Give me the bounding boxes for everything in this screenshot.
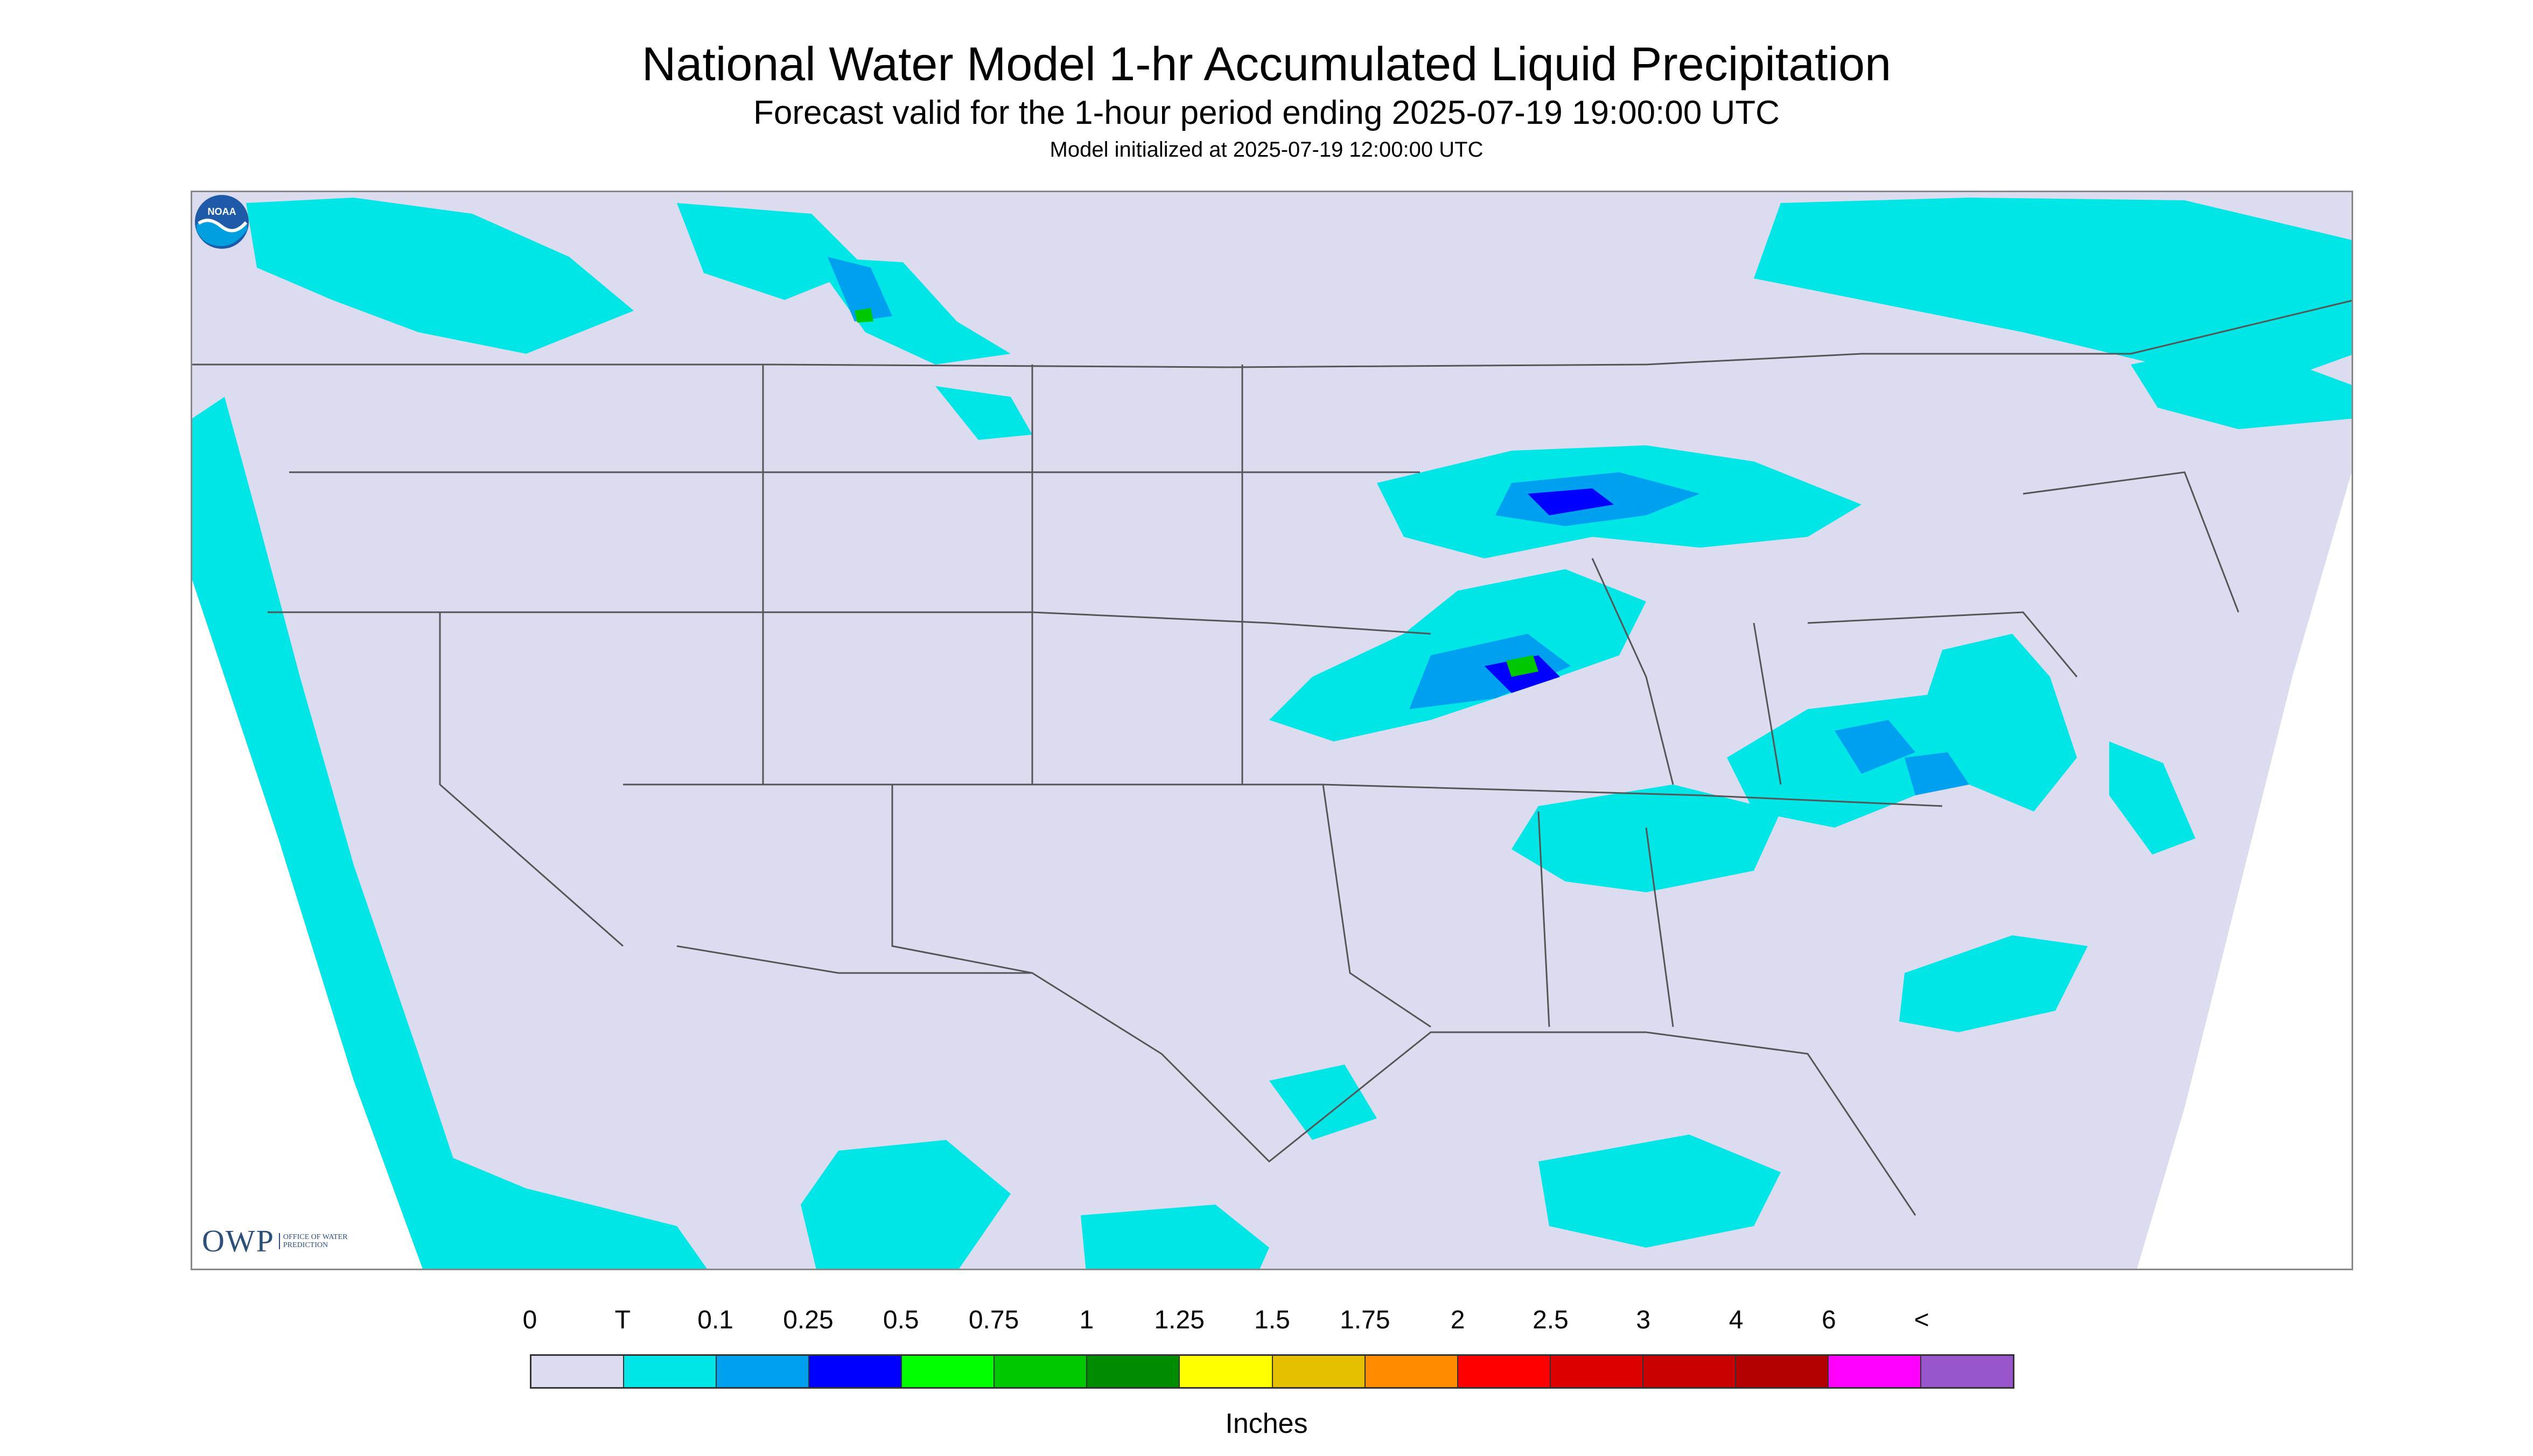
legend-label: < — [1914, 1306, 1929, 1334]
legend-swatch — [717, 1356, 810, 1387]
legend-label: 0.1 — [697, 1306, 733, 1334]
legend-swatch — [995, 1356, 1088, 1387]
legend-swatch — [1921, 1356, 2013, 1387]
legend-label: 4 — [1729, 1306, 1744, 1334]
legend-swatch — [1180, 1356, 1273, 1387]
legend-label: 1.5 — [1254, 1306, 1290, 1334]
precip-heavy-areas — [855, 308, 1614, 693]
legend-units: Inches — [1225, 1408, 1308, 1439]
map-subtitle: Forecast valid for the 1-hour period end… — [753, 94, 1780, 131]
legend-swatch — [1736, 1356, 1829, 1387]
model-init-text: Model initialized at 2025-07-19 12:00:00… — [1049, 138, 1484, 162]
legend-colorbar — [530, 1354, 2014, 1389]
legend-swatch — [1643, 1356, 1736, 1387]
owp-logo: OWP OFFICE OF WATER PREDICTION — [202, 1223, 348, 1259]
legend-label: 6 — [1822, 1306, 1836, 1334]
legend-swatch — [1550, 1356, 1643, 1387]
legend-swatch — [1087, 1356, 1180, 1387]
legend-swatch — [902, 1356, 995, 1387]
legend-label: 0.75 — [968, 1306, 1019, 1334]
legend-label: 3 — [1636, 1306, 1651, 1334]
map-canvas — [192, 192, 2352, 1269]
legend-swatch — [809, 1356, 902, 1387]
legend-label: 2.5 — [1533, 1306, 1569, 1334]
boundaries — [192, 299, 2352, 1216]
legend-swatch — [1365, 1356, 1458, 1387]
legend-label: 1 — [1079, 1306, 1094, 1334]
legend-label: 1.75 — [1340, 1306, 1390, 1334]
legend-swatch — [1828, 1356, 1921, 1387]
legend-swatch — [531, 1356, 625, 1387]
legend-label: 2 — [1450, 1306, 1465, 1334]
precipitation-map: OWP OFFICE OF WATER PREDICTION NOAA — [191, 191, 2353, 1270]
owp-logo-text: OWP — [202, 1223, 275, 1258]
map-title: National Water Model 1-hr Accumulated Li… — [641, 37, 1892, 90]
legend-label: 0.25 — [783, 1306, 834, 1334]
noaa-logo-text: NOAA — [208, 206, 236, 217]
legend-swatch — [1458, 1356, 1551, 1387]
legend-labels: 0 T 0.1 0.25 0.5 0.75 1 1.25 1.5 1.75 2 2.5 3 4 6 < — [0, 1305, 2533, 1343]
legend-swatch — [1272, 1356, 1366, 1387]
owp-logo-subtext: OFFICE OF WATER PREDICTION — [278, 1233, 348, 1249]
legend-label: 1.25 — [1154, 1306, 1205, 1334]
legend-label: T — [614, 1306, 631, 1334]
model-domain — [192, 192, 2352, 1269]
legend-label: 0.5 — [883, 1306, 919, 1334]
legend-label: 0 — [522, 1306, 537, 1334]
noaa-logo-icon: NOAA — [195, 195, 249, 249]
legend-swatch — [624, 1356, 717, 1387]
